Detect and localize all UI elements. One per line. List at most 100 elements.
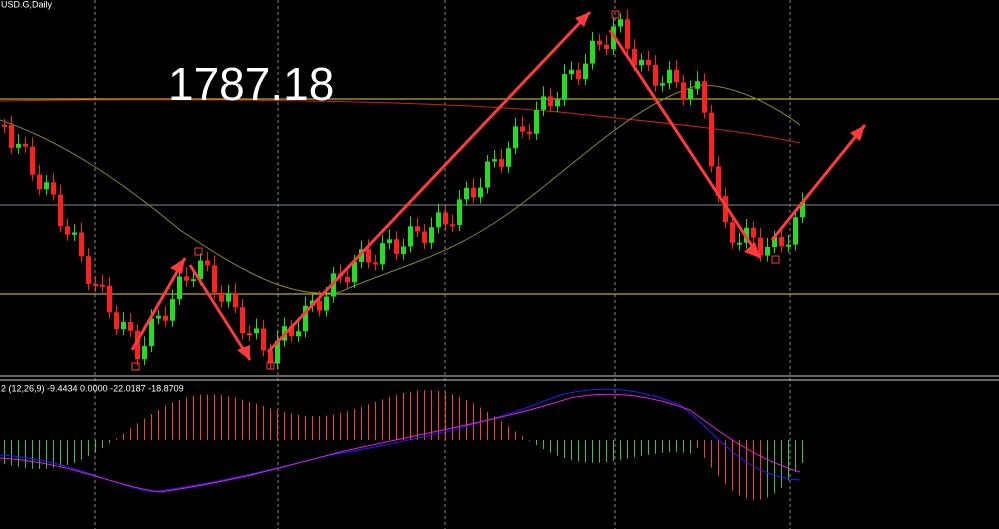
- candle-body: [499, 159, 504, 167]
- candle-body: [772, 236, 777, 248]
- candle-body: [520, 126, 525, 132]
- signal-line: [0, 393, 801, 493]
- fractal: [194, 247, 203, 256]
- candle-body: [751, 227, 756, 238]
- candle-body: [65, 226, 70, 235]
- candle-body: [478, 187, 483, 198]
- candle-body: [688, 88, 693, 100]
- candle-body: [660, 83, 665, 86]
- candle-body: [436, 212, 441, 228]
- arrow-head: [744, 242, 760, 258]
- fractal-marks: [131, 10, 780, 371]
- candle-body: [79, 232, 84, 257]
- price-label: 1787.18: [168, 58, 334, 110]
- candle-body: [450, 224, 455, 227]
- candle-body: [9, 125, 14, 148]
- candle-body: [58, 194, 63, 227]
- candle-body: [625, 19, 630, 49]
- candle-body: [191, 279, 196, 282]
- candle-body: [674, 69, 679, 83]
- candle-body: [114, 312, 119, 330]
- candle-body: [471, 187, 476, 198]
- candle-body: [219, 292, 224, 302]
- candle-body: [233, 293, 238, 308]
- candle-body: [429, 227, 434, 243]
- candle-body: [394, 239, 399, 254]
- candle-body: [618, 19, 623, 27]
- candle-body: [212, 265, 217, 293]
- candle-body: [653, 64, 658, 86]
- candle-body: [534, 109, 539, 134]
- candle-body: [149, 318, 154, 347]
- candle-body: [639, 59, 644, 66]
- candle-body: [135, 330, 140, 360]
- candle-body: [415, 226, 420, 232]
- candle-body: [758, 237, 763, 256]
- candle-body: [121, 321, 126, 330]
- candle-body: [296, 331, 301, 337]
- candle-body: [506, 148, 511, 167]
- arrow-head: [575, 12, 590, 27]
- fractal: [131, 362, 140, 371]
- candle-body: [387, 239, 392, 244]
- candle-body: [464, 187, 469, 200]
- candle-body: [604, 44, 609, 50]
- candle-body: [443, 212, 448, 225]
- candle-body: [548, 96, 553, 107]
- candle-body: [695, 81, 700, 89]
- candle-body: [86, 256, 91, 284]
- candle-body: [667, 69, 672, 84]
- candle-body: [583, 63, 588, 80]
- candle-body: [261, 328, 266, 351]
- candle-body: [576, 69, 581, 80]
- candle-body: [380, 243, 385, 265]
- candle-body: [142, 346, 147, 360]
- candle-body: [163, 315, 168, 321]
- candle-body: [765, 247, 770, 256]
- candle-body: [401, 246, 406, 254]
- candle-body: [366, 249, 371, 263]
- candle-body: [352, 261, 357, 283]
- candle-body: [541, 96, 546, 110]
- candle-body: [317, 300, 322, 311]
- candle-body: [51, 182, 56, 195]
- macd-histogram: [4, 390, 803, 500]
- fractal: [266, 361, 275, 370]
- candle-body: [716, 166, 721, 197]
- candle-body: [408, 226, 413, 247]
- candle-body: [254, 328, 259, 334]
- candle-body: [72, 232, 77, 235]
- candle-body: [303, 305, 308, 332]
- indicator-label: 2 (12,26,9) -9.4434 0.0000 -22.0187 -18.…: [1, 383, 184, 393]
- candle-body: [786, 244, 791, 247]
- candle-body: [681, 82, 686, 100]
- candle-body: [93, 283, 98, 286]
- candle-body: [16, 143, 21, 148]
- fractal: [611, 10, 620, 19]
- candle-body: [779, 236, 784, 247]
- arrow: [770, 124, 867, 241]
- candle-body: [737, 242, 742, 245]
- candle-body: [205, 260, 210, 266]
- macd-line: [0, 388, 801, 493]
- symbol-label: USD.G,Daily: [1, 0, 53, 9]
- candle-body: [709, 112, 714, 167]
- candle-body: [107, 285, 112, 313]
- candle-body: [730, 222, 735, 243]
- candle-body: [590, 40, 595, 64]
- candles: [2, 9, 805, 370]
- candle-body: [492, 159, 497, 162]
- candle-body: [44, 182, 49, 190]
- candle-body: [527, 131, 532, 134]
- candle-body: [275, 340, 280, 364]
- candle-body: [37, 174, 42, 190]
- arrow: [188, 264, 252, 361]
- candle-body: [345, 276, 350, 283]
- candle-body: [184, 276, 189, 281]
- arrow-head: [850, 125, 865, 141]
- arrow-head: [237, 345, 250, 360]
- candle-body: [793, 217, 798, 245]
- candle-body: [632, 48, 637, 66]
